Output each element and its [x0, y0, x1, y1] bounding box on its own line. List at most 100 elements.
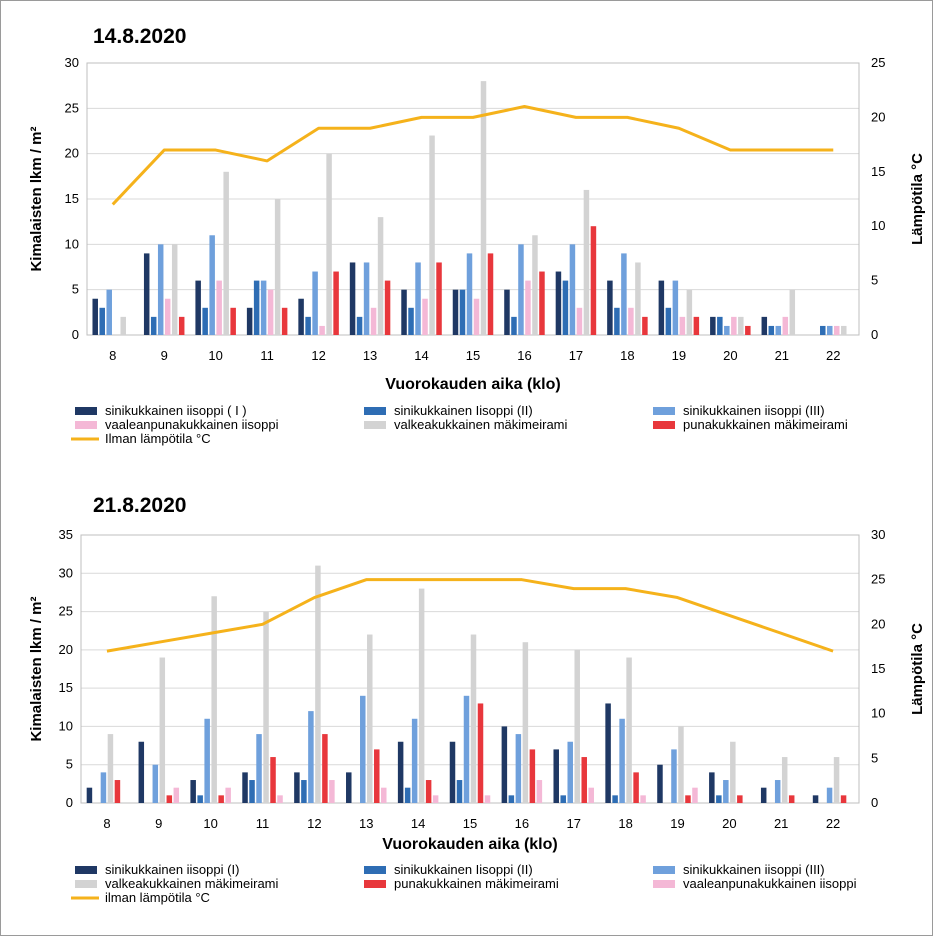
bar — [583, 189, 590, 335]
bar — [143, 253, 150, 335]
bar — [408, 307, 414, 335]
bar — [411, 718, 418, 803]
bar — [840, 795, 847, 803]
temperature-line — [106, 578, 834, 653]
bar — [612, 795, 618, 803]
bar — [418, 588, 425, 803]
bar — [377, 217, 384, 335]
legend-swatch — [364, 880, 386, 888]
bar — [305, 316, 311, 335]
legend-swatch — [653, 421, 675, 429]
legend-label: vaaleanpunakukkainen iisoppi — [683, 876, 857, 891]
bar — [788, 795, 795, 803]
bar — [678, 726, 684, 803]
bar — [349, 262, 356, 335]
bar — [298, 298, 304, 335]
y2-axis-title: Lämpötila °C — [909, 153, 926, 245]
bar — [588, 787, 594, 803]
plot-area — [80, 534, 860, 804]
temperature-line — [111, 105, 834, 206]
bar — [607, 280, 613, 335]
y-axis-title: Kimalaisten lkm / m² — [28, 596, 45, 741]
x-tick-label: 12 — [307, 816, 321, 831]
x-tick-label: 13 — [359, 816, 373, 831]
legend-swatch — [364, 407, 386, 415]
x-tick-label: 17 — [566, 816, 580, 831]
bar — [463, 695, 470, 803]
bar — [567, 741, 573, 803]
bar — [633, 772, 639, 803]
bar — [473, 298, 480, 335]
bar — [640, 795, 646, 803]
bar — [768, 325, 775, 335]
y-axis-title: Kimalaisten lkm / m² — [28, 126, 45, 271]
bar — [384, 280, 391, 335]
bar — [635, 262, 641, 335]
bar — [569, 244, 576, 335]
bar — [619, 718, 625, 803]
bar — [86, 787, 93, 803]
y-tick-label: 20 — [59, 642, 73, 657]
bar — [249, 780, 255, 803]
bar — [518, 244, 524, 335]
bar — [315, 565, 321, 803]
legend-label: Ilman lämpötila °C — [105, 431, 211, 446]
bar — [322, 734, 328, 803]
x-tick-label: 19 — [672, 348, 686, 363]
bar — [432, 795, 439, 803]
bar — [381, 787, 387, 803]
bar — [532, 235, 538, 335]
bar — [436, 262, 442, 335]
bar — [429, 135, 435, 335]
bar — [480, 81, 487, 335]
legend-swatch — [364, 866, 386, 874]
bar — [820, 325, 826, 335]
bar — [107, 734, 114, 803]
bar — [452, 289, 459, 335]
legend-label: punakukkainen mäkimeirami — [394, 876, 559, 891]
bar — [459, 289, 466, 335]
y2-tick-label: 20 — [871, 109, 885, 124]
legend-label: vaaleanpunakukkainen iisoppi — [105, 417, 279, 432]
bar — [204, 718, 210, 803]
legend-label: sinikukkainen iisoppi ( I ) — [105, 403, 247, 418]
x-tick-label: 13 — [363, 348, 377, 363]
bar — [576, 307, 583, 335]
bar — [590, 226, 597, 335]
bar — [99, 307, 105, 335]
y-tick-label: 25 — [65, 100, 79, 115]
x-tick-label: 16 — [517, 348, 531, 363]
bar — [225, 787, 231, 803]
bar — [501, 726, 508, 803]
bar — [774, 780, 781, 803]
x-tick-label: 14 — [411, 816, 425, 831]
legend-swatch — [75, 880, 97, 888]
bar — [223, 171, 229, 335]
bar — [173, 787, 180, 803]
x-tick-label: 21 — [774, 816, 788, 831]
bar — [370, 307, 377, 335]
bar — [397, 741, 404, 803]
bar — [218, 795, 224, 803]
bar — [329, 780, 335, 803]
legend-swatch — [364, 421, 386, 429]
y2-tick-label: 5 — [871, 273, 878, 288]
bar — [511, 316, 517, 335]
bar — [605, 703, 611, 803]
bar — [487, 253, 494, 335]
bar — [672, 280, 679, 335]
y2-tick-label: 30 — [871, 527, 885, 542]
bar — [658, 280, 665, 335]
y-tick-label: 10 — [65, 236, 79, 251]
bar — [404, 787, 411, 803]
legend-label: valkeakukkainen mäkimeirami — [105, 876, 279, 891]
legend: sinikukkainen iisoppi ( I ) sinikukkainen… — [71, 403, 848, 446]
bar — [692, 787, 698, 803]
x-tick-label: 16 — [515, 816, 529, 831]
bar — [679, 316, 686, 335]
bar — [294, 772, 300, 803]
bar — [536, 780, 543, 803]
legend-swatch — [75, 421, 97, 429]
y2-axis-title: Lämpötila °C — [909, 623, 926, 715]
y-tick-label: 5 — [66, 757, 73, 772]
